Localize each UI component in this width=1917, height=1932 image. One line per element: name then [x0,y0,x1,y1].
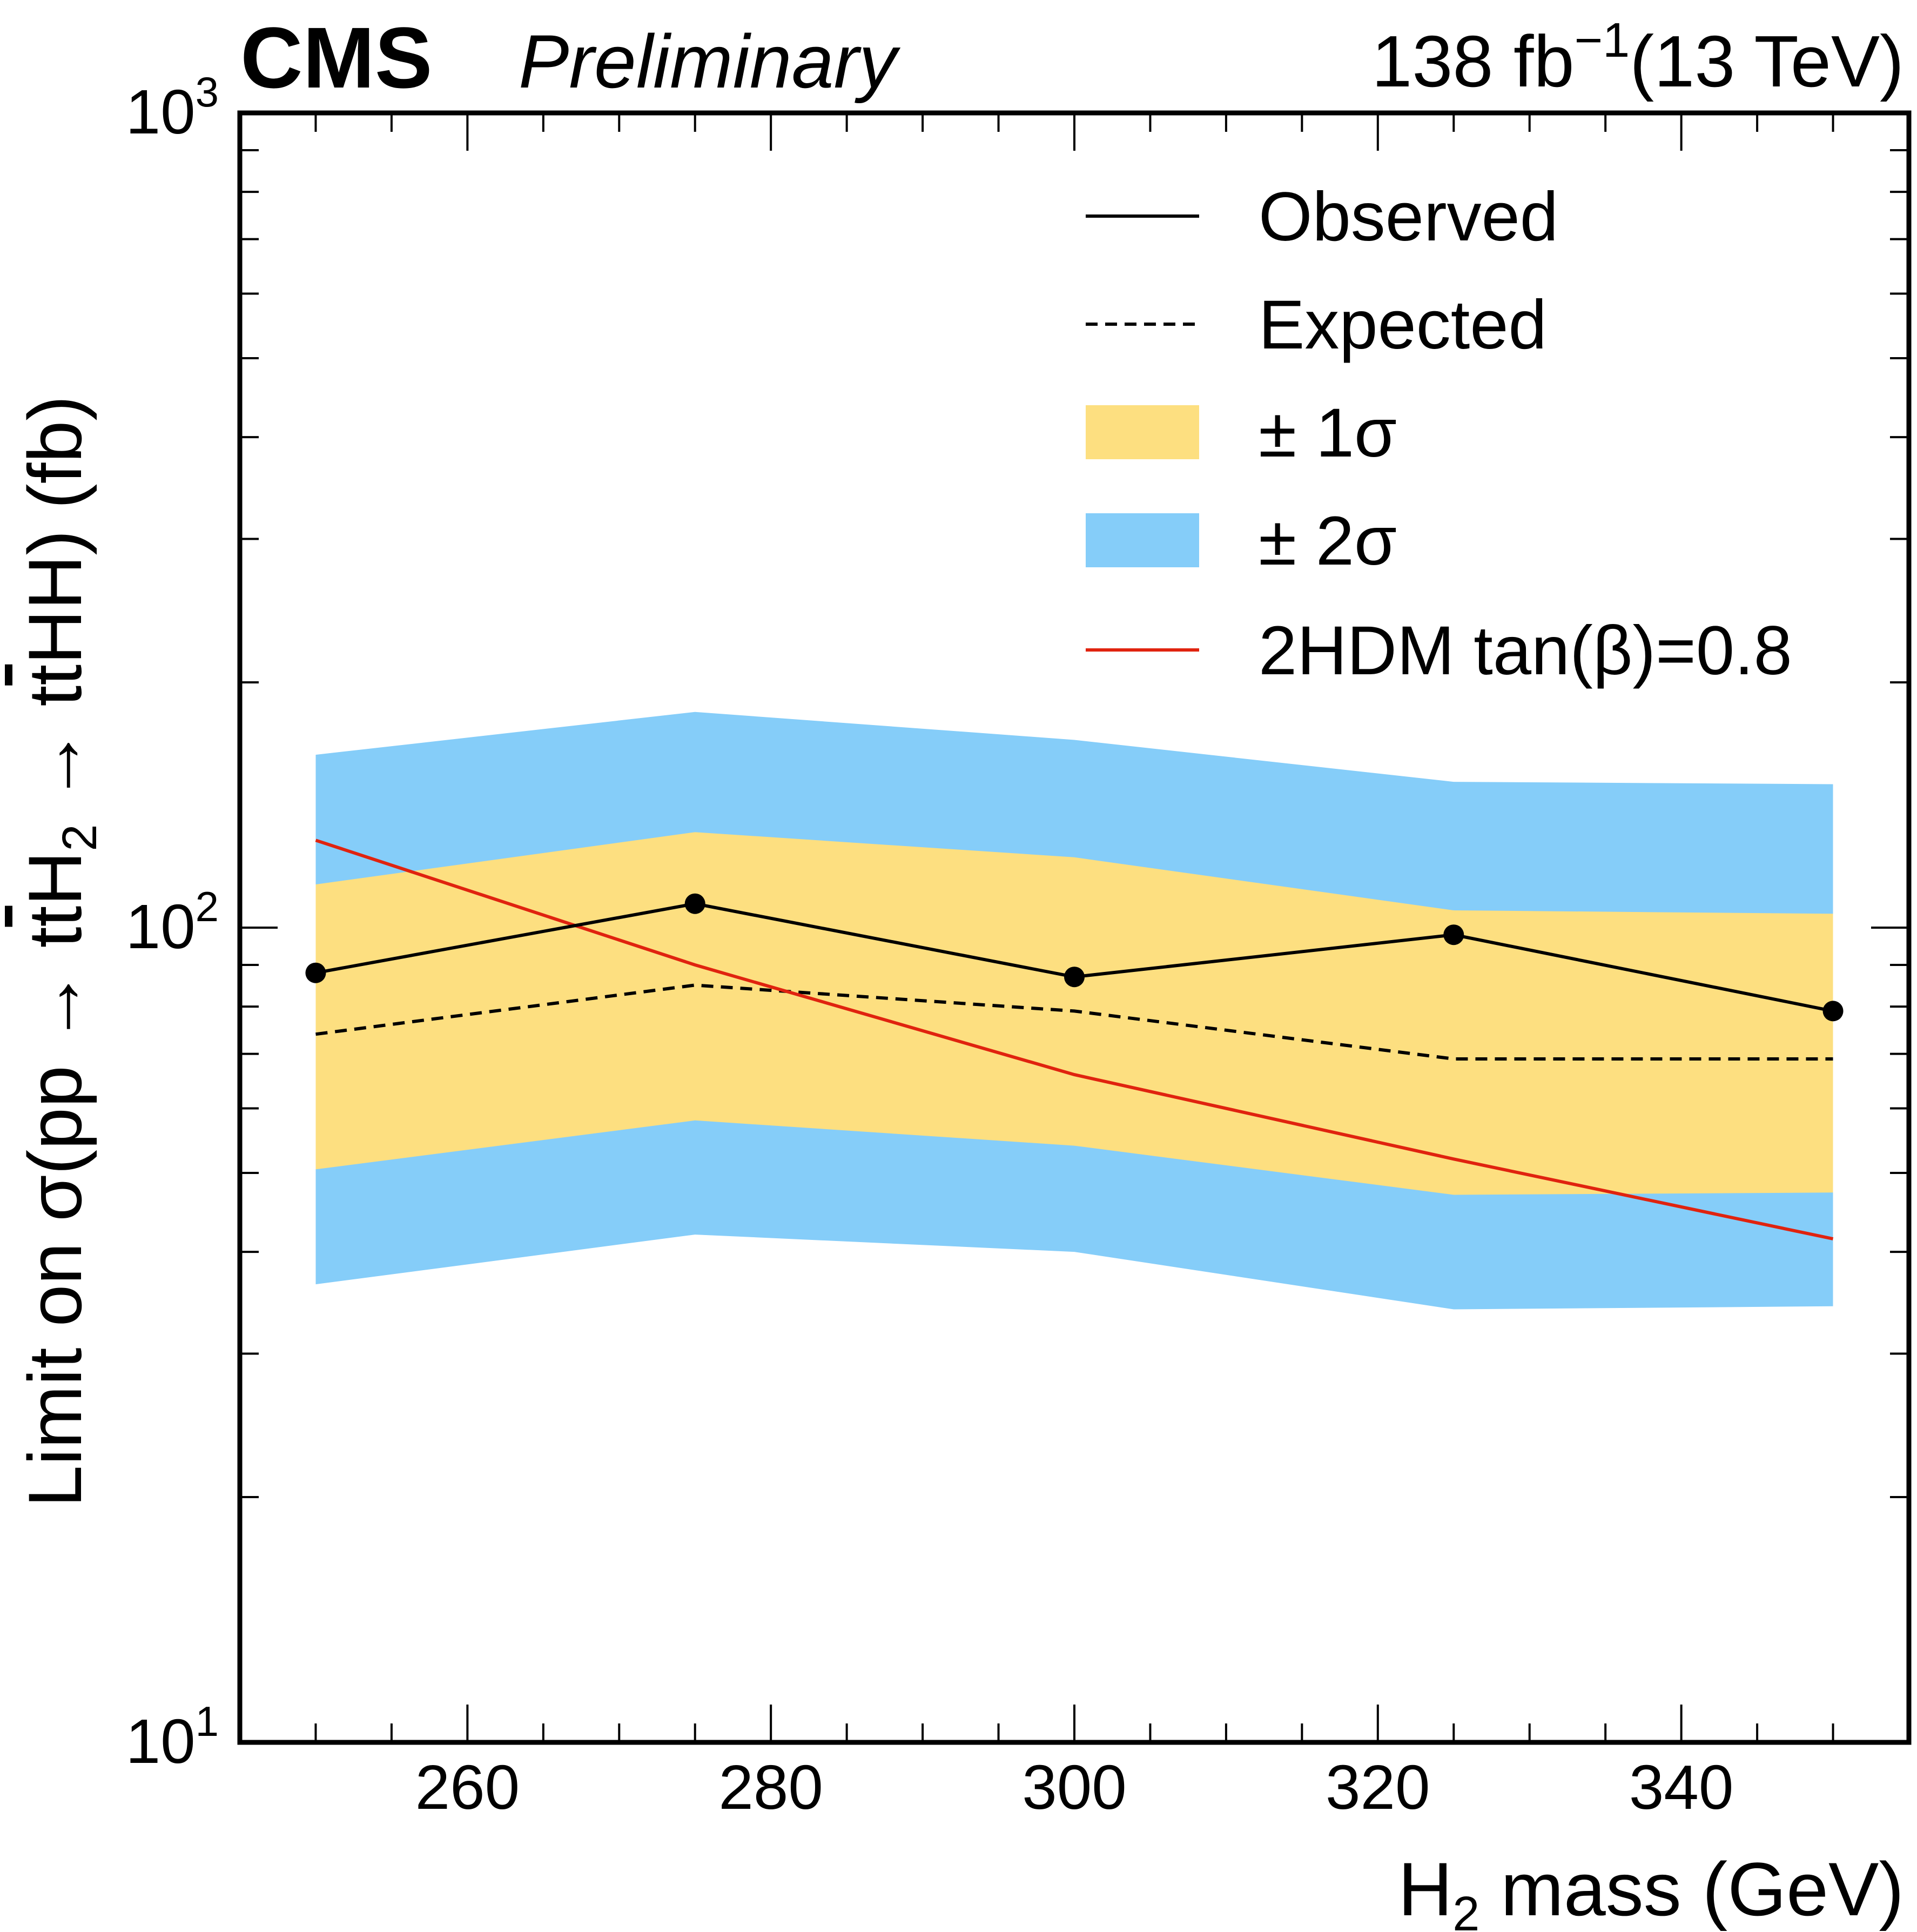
y-tick-exponent: 3 [196,68,219,116]
observed-point [1822,1001,1844,1022]
y-tick-base: 10 [126,1706,196,1776]
observed-point [305,962,326,983]
observed-point [1443,924,1464,945]
legend-label: 2HDM tan(β)=0.8 [1259,612,1792,689]
band-1sigma [315,832,1833,1195]
y-title-sub: 2 [53,824,107,851]
observed-point [684,893,705,914]
observed-markers [305,893,1844,1022]
energy-label: (13 TeV) [1630,21,1904,102]
legend-label: Expected [1259,286,1547,364]
legend-swatch-2sigma [1086,513,1199,567]
legend-label: Observed [1259,178,1558,256]
experiment-label: CMS [240,9,433,106]
x-tick-label: 280 [718,1752,823,1822]
x-tick-label: 320 [1326,1752,1430,1822]
x-title-rest: mass (GeV) [1479,1847,1904,1931]
y-tick-label: 102 [126,883,219,962]
x-tick-labels: 260 280 300 320 340 [415,1752,1734,1822]
y-tick-exponent: 2 [196,883,219,930]
y-axis-title: Limit on σ(pp → ttH2 → ttHH) (fb) [12,395,107,1507]
y-title-tbar: t [12,906,97,927]
y-title-part4: HH) (fb) [12,395,97,665]
x-title-main: H [1398,1847,1452,1931]
x-tick-label: 340 [1629,1752,1734,1822]
lumi-label: 138 fb−1(13 TeV) [1371,14,1904,102]
y-tick-label: 101 [126,1698,219,1776]
y-title-part1: Limit on σ(pp → t [12,927,97,1507]
expected-line [315,983,1833,1061]
band-1sigma-area [315,832,1833,1195]
x-tick-label: 300 [1022,1752,1127,1822]
y-title-tbar2: t [12,665,97,686]
y-tick-label: 103 [126,68,219,147]
status-label: Preliminary [519,19,901,104]
theory-line [315,838,1834,1240]
legend-label: ± 1σ [1259,394,1397,472]
y-tick-exponent: 1 [196,1698,219,1745]
lumi-exponent: −1 [1575,14,1630,68]
y-tick-base: 10 [126,77,196,147]
x-tick-label: 260 [415,1752,520,1822]
y-title-part3: → t [12,686,97,824]
lumi-value: 138 fb [1371,21,1574,102]
legend-swatch-1sigma [1086,405,1199,459]
legend-label: ± 2σ [1259,502,1397,580]
plot-frame [237,110,1912,1745]
x-axis-title: H2 mass (GeV) [1398,1847,1904,1932]
y-title-part2: H [12,851,97,905]
x-title-sub: 2 [1452,1887,1479,1932]
legend: Observed Expected ± 1σ ± 2σ 2HDM tan(β)=0.8 [1086,178,1792,689]
observed-point [1064,967,1085,988]
y-tick-base: 10 [126,891,196,962]
